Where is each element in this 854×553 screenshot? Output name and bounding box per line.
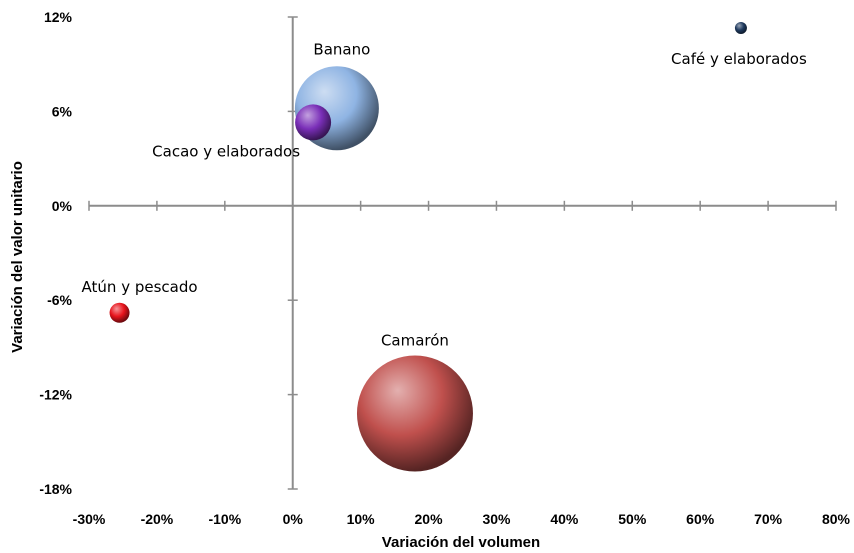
y-tick-label: 0% <box>52 198 73 214</box>
bubble-labels: Banano Cacao y elaborados Café y elaborado… <box>82 40 807 349</box>
y-tick-label: -12% <box>39 387 72 403</box>
bubble-label: Café y elaborados <box>671 50 807 68</box>
bubble-at-n-y-pescado <box>109 302 130 323</box>
x-tick-label: -30% <box>73 511 106 527</box>
x-tick-label: 40% <box>550 511 579 527</box>
tick-labels: -30% -20% -10% 0% 10% 20% 30% 40% 50% 60% 70% 80% 12… <box>39 9 850 527</box>
bubble-cacao-y-elaborados <box>295 104 332 141</box>
y-axis-title: Variación del valor unitario <box>9 161 26 353</box>
x-tick-label: 70% <box>754 511 783 527</box>
y-tick-label: 6% <box>52 103 73 119</box>
x-tick-label: 80% <box>822 511 851 527</box>
x-tick-label: -10% <box>208 511 241 527</box>
x-tick-label: 30% <box>482 511 511 527</box>
bubble-caf-y-elaborados <box>734 22 747 35</box>
bubble-camar-n <box>356 355 473 472</box>
y-tick-label: 12% <box>44 9 73 25</box>
x-tick-label: 0% <box>283 511 304 527</box>
x-tick-label: 50% <box>618 511 647 527</box>
bubble-label: Cacao y elaborados <box>152 142 300 160</box>
bubble-label: Banano <box>313 40 370 58</box>
x-tick-label: 20% <box>415 511 444 527</box>
x-axis-title: Variación del volumen <box>382 534 540 551</box>
x-tick-label: -20% <box>141 511 174 527</box>
bubble-label: Camarón <box>381 331 449 349</box>
bubble-label: Atún y pescado <box>82 278 198 296</box>
x-tick-label: 60% <box>686 511 715 527</box>
bubbles <box>109 22 747 472</box>
axes <box>88 16 837 490</box>
y-tick-label: -6% <box>47 292 72 308</box>
y-tick-label: -18% <box>39 481 72 497</box>
x-tick-label: 10% <box>347 511 376 527</box>
